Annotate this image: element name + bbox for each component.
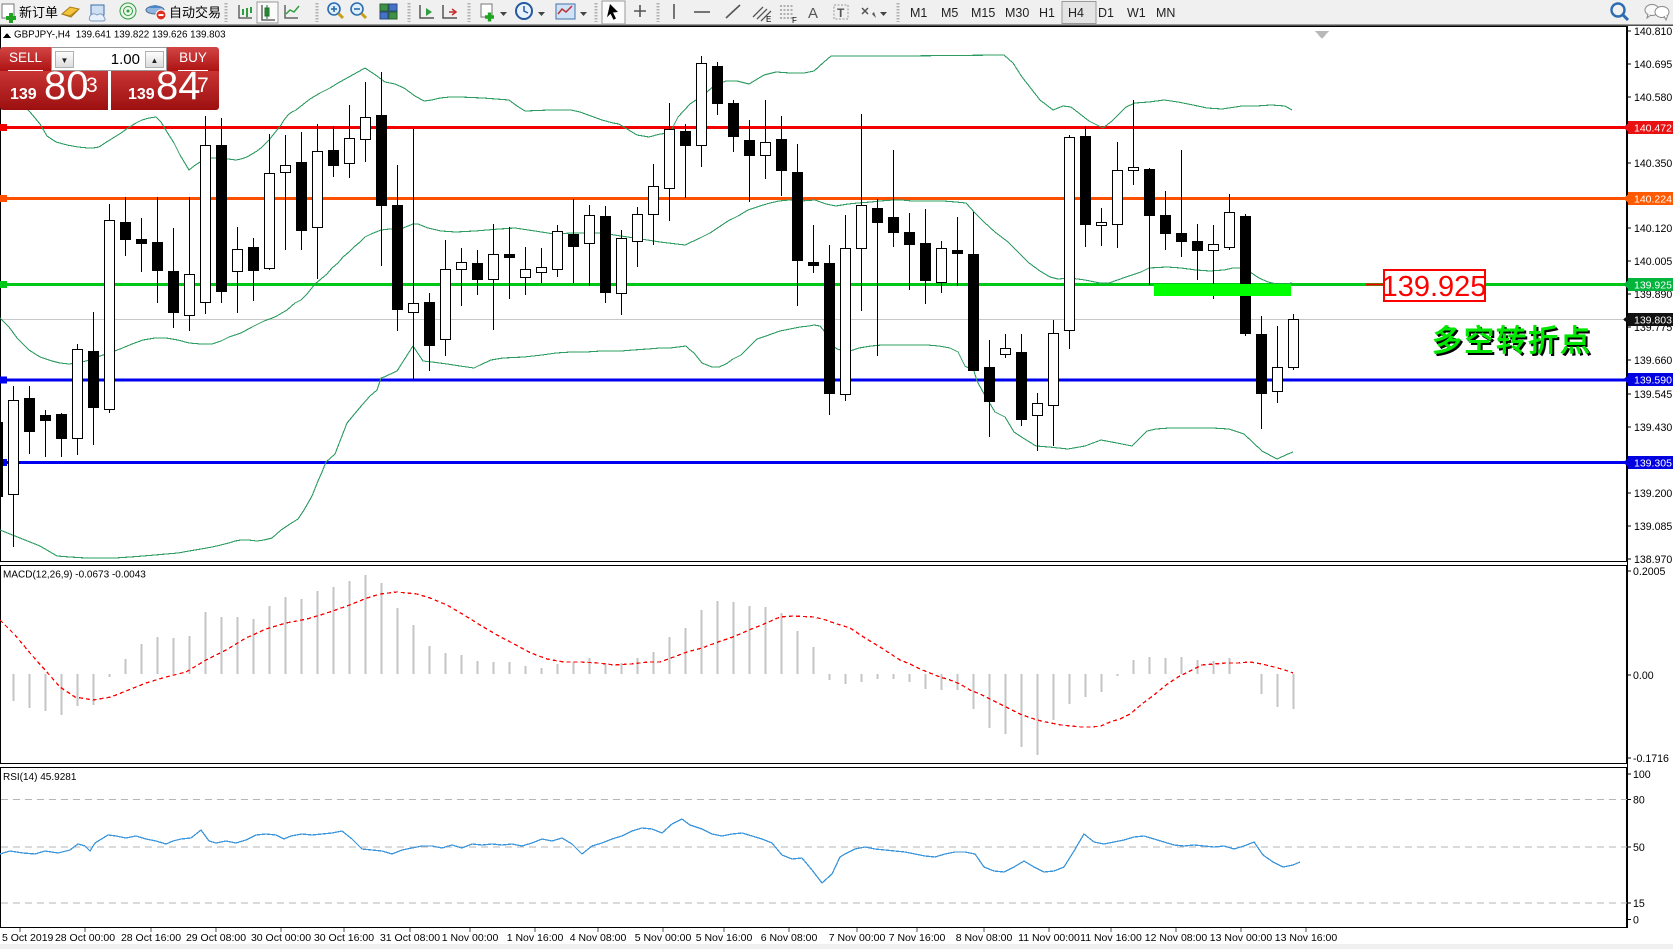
svg-text:139.305: 139.305	[1634, 458, 1672, 470]
svg-text:140.005: 140.005	[1634, 256, 1672, 268]
svg-text:RSI(14) 45.9281: RSI(14) 45.9281	[3, 772, 77, 783]
svg-text:5 Oct 2019: 5 Oct 2019	[2, 932, 54, 944]
svg-text:多空转折点: 多空转折点	[1432, 325, 1592, 358]
svg-text:139.660: 139.660	[1634, 355, 1672, 367]
svg-text:T: T	[837, 6, 845, 20]
svg-text:139.545: 139.545	[1634, 389, 1672, 401]
svg-text:-0.1716: -0.1716	[1633, 753, 1669, 765]
svg-text:H1: H1	[1039, 6, 1055, 20]
svg-text:80: 80	[1633, 795, 1645, 807]
svg-text:6 Nov 08:00: 6 Nov 08:00	[761, 932, 818, 944]
svg-text:F: F	[792, 16, 797, 25]
svg-text:139.430: 139.430	[1634, 422, 1672, 434]
svg-text:D1: D1	[1098, 6, 1114, 20]
svg-text:28 Oct 16:00: 28 Oct 16:00	[121, 932, 181, 944]
svg-text:5 Nov 00:00: 5 Nov 00:00	[635, 932, 692, 944]
svg-text:30 Oct 16:00: 30 Oct 16:00	[314, 932, 374, 944]
svg-text:100: 100	[1633, 769, 1651, 781]
svg-text:139.200: 139.200	[1634, 488, 1672, 500]
svg-text:139.590: 139.590	[1634, 375, 1672, 387]
svg-text:1 Nov 16:00: 1 Nov 16:00	[507, 932, 564, 944]
svg-text:139.925: 139.925	[1634, 280, 1672, 292]
svg-text:139.925: 139.925	[1382, 271, 1487, 303]
svg-text:140.472: 140.472	[1634, 123, 1672, 135]
svg-text:0.00: 0.00	[1633, 670, 1654, 682]
svg-text:GBPJPY-,H4 139.641 139.822 13: GBPJPY-,H4 139.641 139.822 139.626 139.8…	[14, 30, 226, 41]
svg-text:30 Oct 00:00: 30 Oct 00:00	[251, 932, 311, 944]
svg-text:M15: M15	[971, 6, 995, 20]
svg-text:139.803: 139.803	[1634, 315, 1672, 327]
svg-text:自动交易: 自动交易	[169, 5, 221, 20]
svg-text:140.120: 140.120	[1634, 223, 1672, 235]
svg-text:M5: M5	[941, 6, 958, 20]
svg-text:5 Nov 16:00: 5 Nov 16:00	[696, 932, 753, 944]
svg-text:140.224: 140.224	[1634, 194, 1672, 206]
svg-text:13 Nov 16:00: 13 Nov 16:00	[1275, 932, 1338, 944]
svg-text:139.890: 139.890	[1634, 289, 1672, 301]
svg-text:E: E	[766, 15, 771, 24]
svg-text:28 Oct 00:00: 28 Oct 00:00	[55, 932, 115, 944]
svg-text:8 Nov 08:00: 8 Nov 08:00	[956, 932, 1013, 944]
svg-text:15: 15	[1633, 898, 1645, 910]
svg-text:140.580: 140.580	[1634, 92, 1672, 104]
svg-text:新订单: 新订单	[19, 5, 58, 20]
svg-text:11 Nov 16:00: 11 Nov 16:00	[1080, 932, 1142, 944]
svg-text:140.350: 140.350	[1634, 158, 1672, 170]
svg-text:138.970: 138.970	[1634, 554, 1672, 566]
svg-text:W1: W1	[1127, 6, 1146, 20]
svg-text:13 Nov 00:00: 13 Nov 00:00	[1210, 932, 1273, 944]
svg-text:M1: M1	[910, 6, 927, 20]
svg-text:31 Oct 08:00: 31 Oct 08:00	[380, 932, 440, 944]
svg-text:140.695: 140.695	[1634, 59, 1672, 71]
svg-text:H4: H4	[1068, 6, 1084, 20]
svg-text:4 Nov 08:00: 4 Nov 08:00	[570, 932, 627, 944]
svg-text:0.2005: 0.2005	[1633, 566, 1666, 578]
svg-text:50: 50	[1633, 842, 1645, 854]
svg-text:139.085: 139.085	[1634, 521, 1672, 533]
svg-text:A: A	[808, 5, 818, 22]
svg-text:7 Nov 00:00: 7 Nov 00:00	[829, 932, 886, 944]
svg-text:MACD(12,26,9) -0.0673 -0.0043: MACD(12,26,9) -0.0673 -0.0043	[3, 570, 146, 581]
svg-text:11 Nov 00:00: 11 Nov 00:00	[1018, 932, 1080, 944]
svg-text:7 Nov 16:00: 7 Nov 16:00	[889, 932, 946, 944]
svg-text:MN: MN	[1156, 6, 1175, 20]
svg-text:多空转折点: 多空转折点	[1434, 327, 1594, 360]
svg-text:0: 0	[1633, 915, 1639, 927]
svg-text:29 Oct 08:00: 29 Oct 08:00	[186, 932, 246, 944]
svg-text:12 Nov 08:00: 12 Nov 08:00	[1145, 932, 1208, 944]
svg-text:M30: M30	[1005, 6, 1029, 20]
svg-text:1 Nov 00:00: 1 Nov 00:00	[442, 932, 499, 944]
svg-text:140.810: 140.810	[1634, 26, 1672, 38]
